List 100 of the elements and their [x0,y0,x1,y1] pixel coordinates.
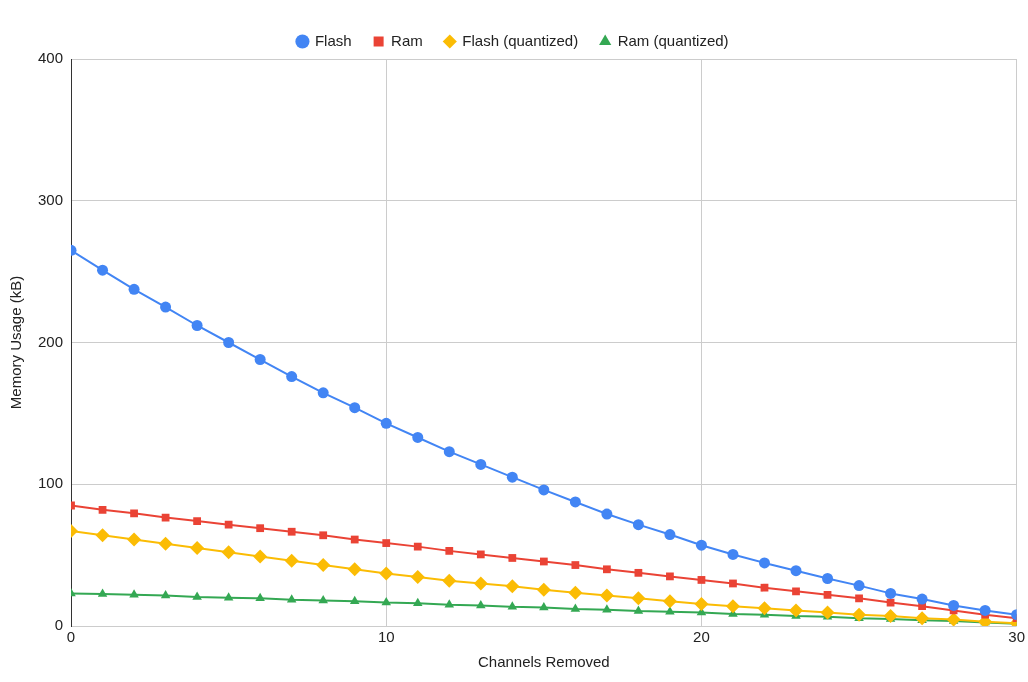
point [160,301,172,313]
point [760,583,769,592]
point [569,496,581,508]
point [507,601,518,610]
point [916,593,928,605]
y-axis-title: Memory Usage (kB) [7,275,25,410]
point [476,599,486,609]
point [697,576,706,584]
point [412,431,424,443]
legend-label: Flash [314,31,352,49]
point [318,594,328,604]
point [505,579,520,594]
point [379,566,394,581]
point [349,595,360,604]
point [130,509,138,518]
point [820,605,835,620]
point [633,605,644,614]
point [631,591,646,606]
point [632,519,644,531]
point [160,590,171,599]
point [319,531,328,540]
point [853,580,865,592]
point [445,546,454,555]
point [475,458,487,470]
point [603,565,611,574]
point [539,602,549,611]
point [287,527,296,536]
point [665,606,675,615]
point [382,539,391,547]
point [602,604,612,613]
point [979,604,991,616]
legend-label: Flash (quantized) [462,31,579,49]
point [442,573,457,588]
x-tick-label: 30 [1008,628,1025,646]
point [792,587,800,596]
point [98,505,107,514]
point [286,594,297,603]
point [129,589,139,598]
point [127,532,142,547]
point [284,553,299,568]
point [823,590,832,599]
point [571,561,580,569]
y-tick-label: 0 [54,616,64,634]
point [158,536,173,551]
point [538,484,550,496]
point [666,572,674,581]
point [95,528,110,543]
point [254,354,266,366]
point [570,603,581,612]
point [536,582,551,597]
point [601,508,613,520]
point [97,588,108,597]
point [193,517,201,525]
point [190,541,205,556]
point [506,471,518,483]
point [253,549,268,564]
point [886,598,895,607]
legend-label: Ram (quantized) [617,31,729,49]
point [634,568,643,577]
point [948,599,960,611]
point [568,585,583,600]
point [410,570,425,585]
point [224,520,233,529]
point [852,607,867,622]
point [223,592,234,601]
point [413,542,422,551]
point [380,417,392,429]
point [350,535,359,544]
y-tick-label: 200 [38,332,64,350]
point [727,548,739,560]
point [192,591,202,600]
point [255,592,265,602]
point [725,599,740,614]
point [822,573,834,585]
point [539,557,548,566]
point [413,597,423,607]
point [508,554,517,562]
point [757,601,772,616]
point [256,524,265,533]
point [729,579,737,588]
point [221,545,236,560]
y-tick-label: 300 [38,190,64,208]
x-tick-label: 20 [693,628,710,646]
point [473,576,488,591]
y-tick-label: 400 [38,49,64,67]
point [381,597,391,606]
point [128,283,140,295]
point [758,557,770,569]
point [97,264,109,276]
point [599,588,614,603]
point [789,603,804,618]
point [855,594,863,603]
legend-label: Ram [391,31,423,49]
point [443,446,455,458]
point [223,337,235,348]
y-tick-label: 100 [38,474,64,492]
point [694,597,709,612]
point [662,594,677,609]
point [191,319,203,331]
x-tick-label: 10 [377,628,395,646]
